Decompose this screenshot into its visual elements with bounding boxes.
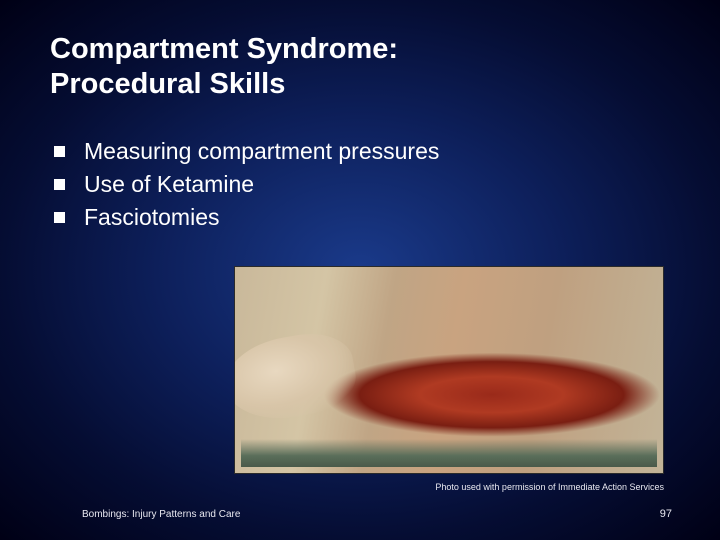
bullet-list: Measuring compartment pressures Use of K…: [50, 136, 670, 233]
slide-container: Compartment Syndrome: Procedural Skills …: [0, 0, 720, 540]
title-line-2: Procedural Skills: [50, 68, 285, 100]
bullet-item: Measuring compartment pressures: [50, 136, 670, 167]
bullet-item: Fasciotomies: [50, 202, 670, 233]
footer-title: Bombings: Injury Patterns and Care: [82, 509, 240, 520]
photo-caption: Photo used with permission of Immediate …: [435, 482, 664, 492]
bullet-item: Use of Ketamine: [50, 169, 670, 200]
slide-title: Compartment Syndrome: Procedural Skills: [50, 32, 670, 102]
clinical-photo: [234, 266, 664, 474]
slide-number: 97: [660, 508, 672, 520]
photo-placeholder-icon: [235, 267, 663, 473]
title-line-1: Compartment Syndrome:: [50, 33, 398, 65]
